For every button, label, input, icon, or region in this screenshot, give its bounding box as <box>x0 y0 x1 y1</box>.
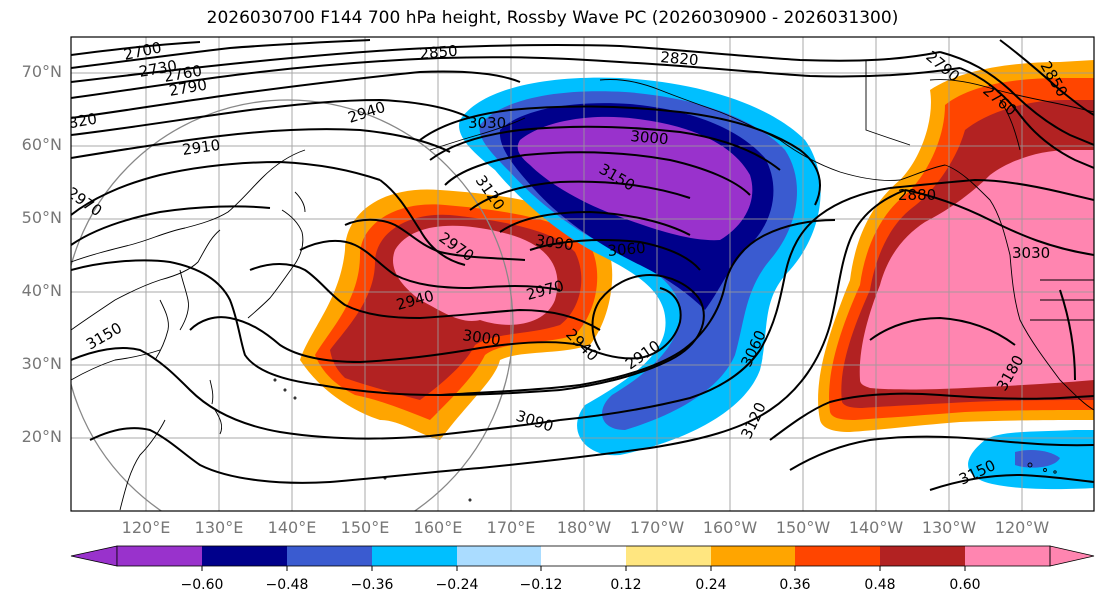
colorbar-tick-label: −0.12 <box>519 577 563 593</box>
colorbar-segment <box>880 546 965 566</box>
gridlines <box>71 37 1094 511</box>
colorbar-segment <box>457 546 541 566</box>
lon-label: 150°W <box>775 518 831 537</box>
colorbar-tick-label: −0.36 <box>350 577 394 593</box>
lon-label: 130°E <box>194 518 244 537</box>
colorbar-segment <box>117 546 202 566</box>
contour-label: 3030 <box>468 114 506 132</box>
lat-label: 30°N <box>21 354 62 373</box>
contour-label: 2820 <box>660 48 700 69</box>
colorbar-tick-label: 0.60 <box>949 577 981 593</box>
lon-label: 120°E <box>121 518 171 537</box>
colorbar-segment <box>287 546 372 566</box>
lon-label: 160°E <box>413 518 463 537</box>
lon-label: 170°E <box>486 518 536 537</box>
colorbar-tick-label: 0.12 <box>610 577 642 593</box>
colorbar-tick-label: 0.48 <box>864 577 896 593</box>
colorbar-tick-label: −0.48 <box>265 577 309 593</box>
lon-label: 140°W <box>848 518 904 537</box>
lat-label: 50°N <box>21 208 62 227</box>
colorbar-tick-label: −0.24 <box>435 577 479 593</box>
lat-label: 70°N <box>21 62 62 81</box>
contour-label: 3090 <box>534 231 574 254</box>
colorbar-segment <box>711 546 795 566</box>
map-frame <box>70 36 1095 512</box>
lon-label: 170°W <box>629 518 685 537</box>
colorbar-tick-label: −0.60 <box>180 577 224 593</box>
colorbar-arrow-right <box>1049 545 1095 567</box>
colorbar-segment <box>202 546 287 566</box>
map-title: 2026030700 F144 700 hPa height, Rossby W… <box>206 8 899 28</box>
colorbar-segment <box>965 546 1050 566</box>
colorbar-segment <box>372 546 457 566</box>
colorbar <box>70 545 1095 571</box>
colorbar-segment <box>626 546 711 566</box>
height-contours <box>71 39 1094 491</box>
lon-label: 120°W <box>994 518 1050 537</box>
colorbar-segment <box>541 546 626 566</box>
colorbar-tick-label: 0.36 <box>779 577 811 593</box>
lat-label: 60°N <box>21 135 62 154</box>
lon-label: 150°E <box>340 518 390 537</box>
colorbar-arrow-left <box>70 545 118 567</box>
lon-label: 140°E <box>267 518 317 537</box>
lon-label: 180°W <box>556 518 612 537</box>
contour-label: 2850 <box>419 42 459 63</box>
lat-label: 20°N <box>21 427 62 446</box>
lon-label: 130°W <box>921 518 977 537</box>
contour-label: 2910 <box>181 136 221 159</box>
reference-circle <box>71 99 514 511</box>
contour-label: 3000 <box>630 127 670 148</box>
contour-label: 2880 <box>898 186 936 204</box>
contour-label: 3060 <box>607 239 647 260</box>
lat-label: 40°N <box>21 281 62 300</box>
colorbar-tick-label: 0.24 <box>695 577 727 593</box>
colorbar-segment <box>795 546 880 566</box>
contour-label: 3000 <box>461 326 501 349</box>
lon-label: 160°W <box>702 518 758 537</box>
map-panel: 2700 2730 2760 2790 2820 2850 2910 2940 … <box>71 37 1094 511</box>
contour-label: 3030 <box>1012 244 1050 262</box>
